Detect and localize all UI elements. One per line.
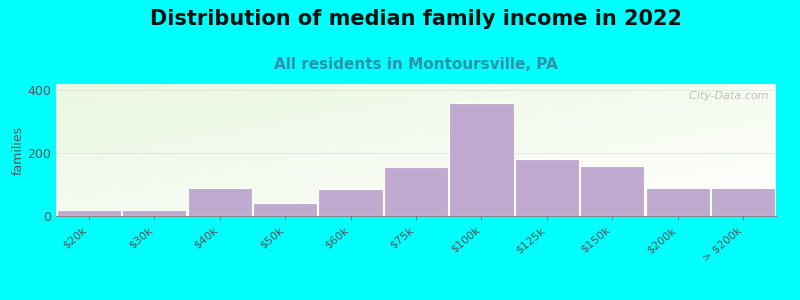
Bar — [318, 189, 382, 216]
Bar — [253, 203, 317, 216]
Text: City-Data.com: City-Data.com — [682, 91, 769, 100]
Bar — [580, 166, 645, 216]
Bar — [515, 159, 579, 216]
Text: All residents in Montoursville, PA: All residents in Montoursville, PA — [274, 57, 558, 72]
Text: Distribution of median family income in 2022: Distribution of median family income in … — [150, 9, 682, 29]
Bar — [711, 188, 775, 216]
Bar — [122, 210, 186, 216]
Bar — [187, 188, 252, 216]
Bar — [450, 103, 514, 216]
Bar — [57, 210, 121, 216]
Bar — [384, 167, 448, 216]
Y-axis label: families: families — [11, 125, 25, 175]
Bar — [646, 188, 710, 216]
